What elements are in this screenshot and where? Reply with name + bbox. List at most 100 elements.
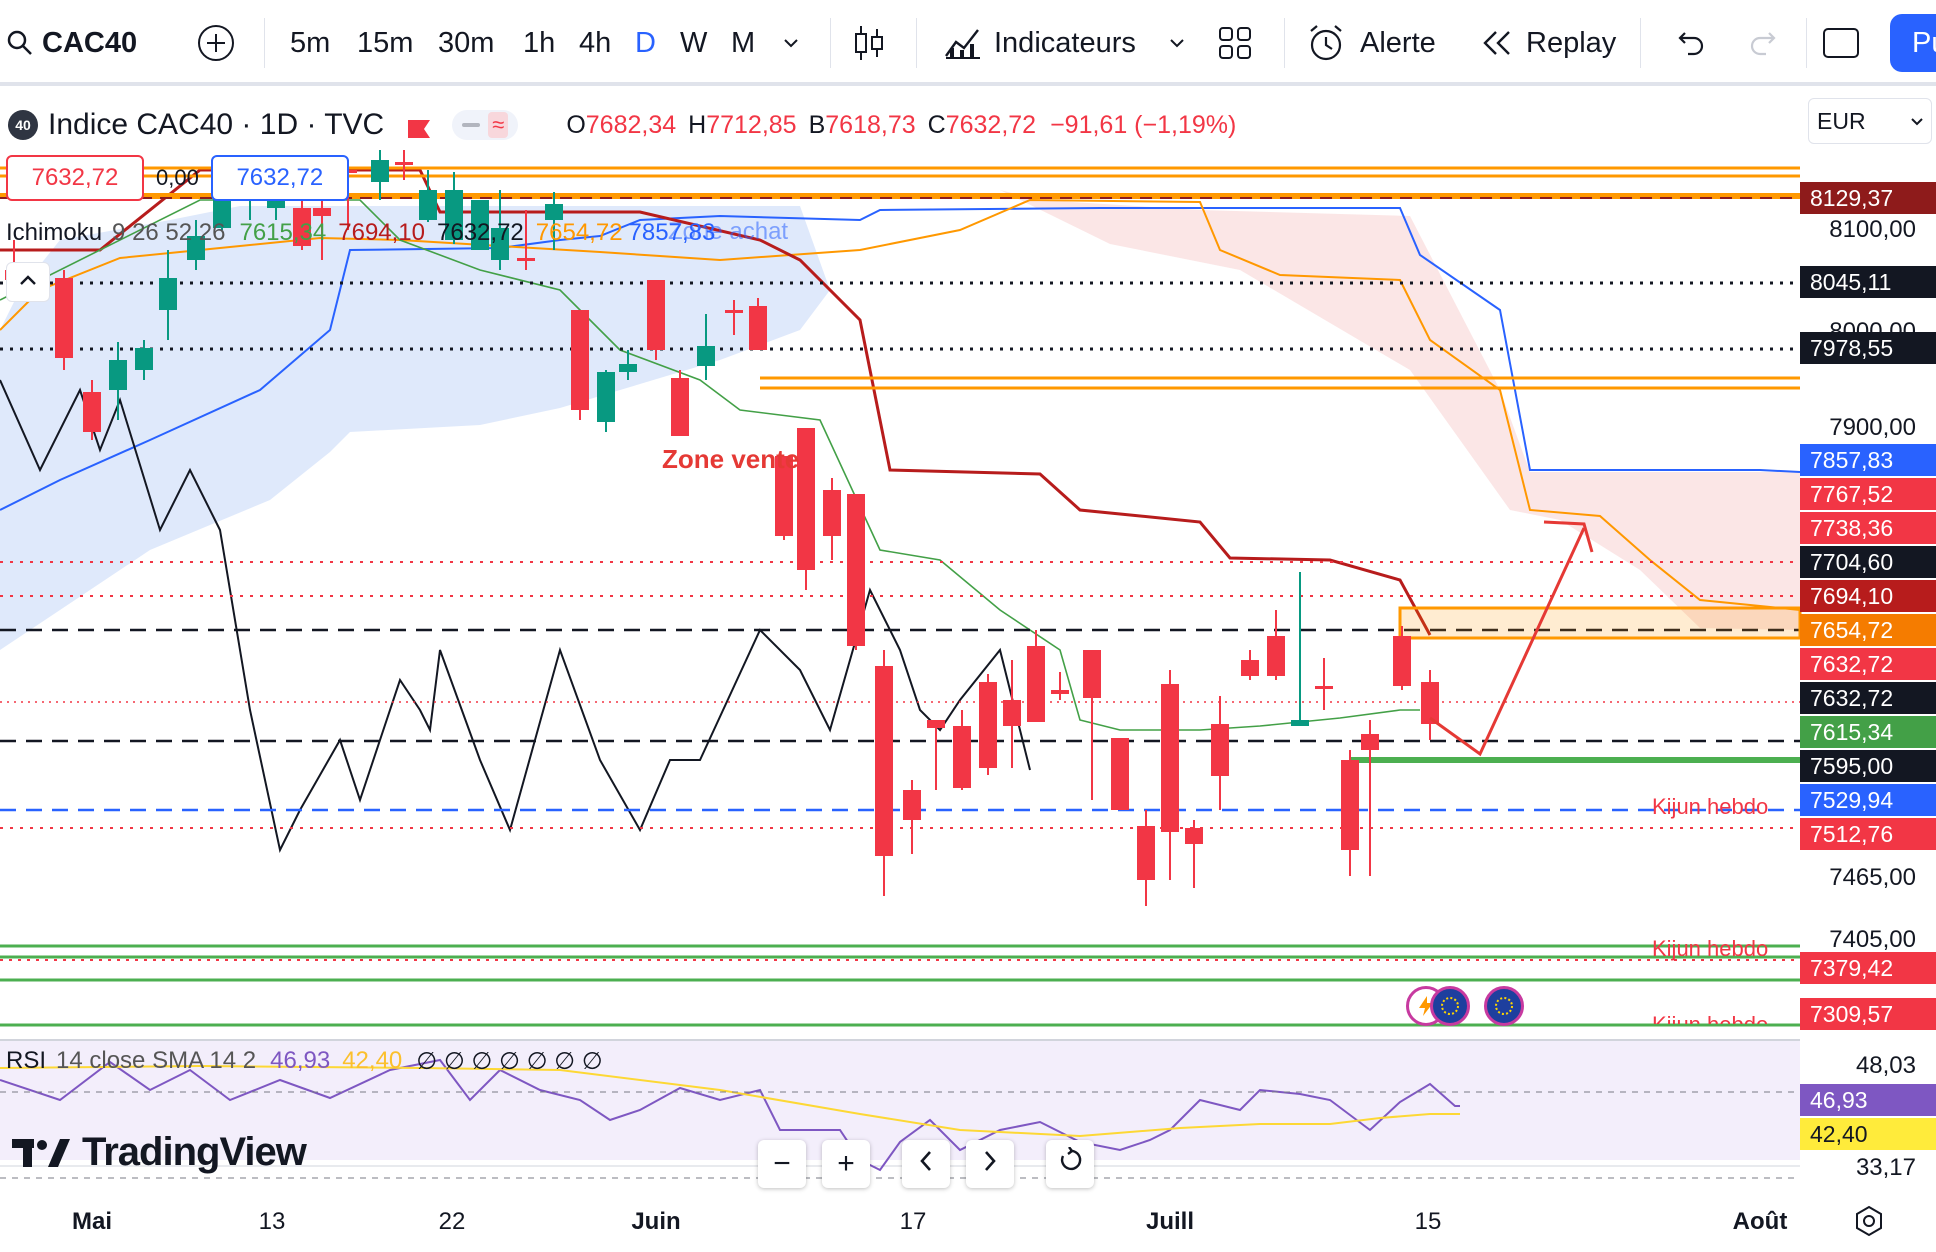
candle-body (823, 490, 841, 536)
ichimoku-tenkan-line (0, 199, 1420, 731)
ichimoku-span-b-line (0, 207, 1801, 511)
candles-icon (852, 23, 886, 63)
plus-icon: + (837, 1147, 855, 1180)
price-tag: 7654,72 (1800, 614, 1936, 646)
settings-icon[interactable] (1852, 1204, 1886, 1243)
replay-button[interactable]: Replay (1480, 0, 1616, 86)
eu-flag-icon[interactable] (1484, 986, 1524, 1026)
candle-body (1051, 690, 1069, 694)
timeframe-1h[interactable]: 1h (523, 26, 556, 59)
candle-body (109, 360, 127, 390)
eu-flag-icon[interactable] (1430, 986, 1470, 1026)
rsi-params: 14 close SMA 14 2 (56, 1047, 257, 1074)
candle-body (395, 162, 413, 165)
fullscreen-button[interactable] (1822, 0, 1860, 86)
candle-body (1241, 660, 1259, 676)
sell-button[interactable]: 7632,72 (6, 155, 144, 201)
timeframe-30m[interactable]: 30m (438, 26, 495, 59)
chart-type-button[interactable] (852, 0, 886, 86)
candle-body (775, 456, 793, 536)
candle-body (597, 372, 615, 422)
candle-body (159, 278, 177, 310)
candle-body (725, 310, 743, 313)
buy-zone-box (1398, 606, 1802, 640)
candle-body (1393, 636, 1411, 686)
flag-icon[interactable] (406, 114, 432, 138)
plus-circle-icon (196, 23, 236, 63)
zoom-out-button[interactable]: − (758, 1140, 806, 1188)
indicator-pill[interactable]: ≈ (452, 110, 519, 140)
symbol-legend: 40 Indice CAC40 · 1D · TVC ≈ O 7682,34 H… (0, 104, 1236, 146)
add-symbol-button[interactable] (196, 0, 236, 86)
candle-body (1267, 636, 1285, 676)
low-value: 7618,73 (825, 110, 916, 139)
candle-body (1137, 826, 1155, 880)
rsi-pane-background (0, 1040, 1800, 1160)
price-tag: 7978,55 (1800, 332, 1936, 364)
scroll-right-button[interactable] (966, 1140, 1014, 1188)
timeframe-15m[interactable]: 15m (357, 26, 414, 59)
chart-area[interactable]: 40 Indice CAC40 · 1D · TVC ≈ O 7682,34 H… (0, 90, 1936, 1252)
timeframe-w[interactable]: W (680, 26, 708, 59)
symbol-title[interactable]: Indice CAC40 · 1D · TVC (48, 108, 385, 141)
candle-body (1341, 760, 1359, 850)
kumo-bearish-cloud (1000, 190, 1800, 630)
candle-body (55, 278, 73, 358)
candle-body (619, 364, 637, 372)
candle-body (135, 348, 153, 370)
candle-body (571, 310, 589, 410)
ichimoku-legend[interactable]: Ichimoku 9 26 52 26 7615,34 7694,10 7632… (0, 216, 715, 250)
high-label: H (688, 110, 707, 139)
timeframe-d[interactable]: D (635, 26, 656, 59)
price-tag: 7309,57 (1800, 998, 1936, 1030)
scroll-left-button[interactable] (902, 1140, 950, 1188)
timeframe-5m[interactable]: 5m (290, 26, 331, 59)
collapse-legend-button[interactable] (6, 262, 50, 302)
reset-chart-button[interactable] (1046, 1140, 1094, 1188)
buy-button[interactable]: 7632,72 (210, 155, 349, 201)
price-tag: 8045,11 (1800, 266, 1936, 298)
price-tag: 7767,52 (1800, 478, 1936, 510)
candle-body (1083, 650, 1101, 698)
price-tag: 7379,42 (1800, 952, 1936, 984)
price-axis-label: 7465,00 (1829, 864, 1916, 891)
layouts-button[interactable] (1218, 0, 1252, 86)
symbol-search[interactable]: CAC40 (6, 0, 137, 86)
open-label: O (566, 110, 586, 139)
close-label: C (927, 110, 946, 139)
timeframe-m[interactable]: M (731, 26, 756, 59)
alert-button[interactable]: Alerte (1306, 0, 1436, 86)
ichimoku-chikou-line (0, 379, 1031, 853)
candle-body (313, 208, 331, 216)
candle-body (419, 190, 437, 220)
chevron-down-icon (780, 32, 802, 54)
rsi-value: 46,93 (270, 1047, 331, 1074)
candle-body (1291, 720, 1309, 726)
candle-body (1361, 734, 1379, 750)
redo-button[interactable] (1748, 0, 1782, 86)
undo-button[interactable] (1672, 0, 1706, 86)
ichimoku-tenkan: 7615,34 (239, 219, 327, 246)
indicators-button[interactable]: Indicateurs (944, 0, 1188, 86)
indicators-icon (944, 26, 982, 60)
timeframe-dropdown[interactable] (780, 0, 802, 86)
price-axis-label: 7405,00 (1829, 926, 1916, 953)
currency-select[interactable]: EUR (1808, 98, 1932, 144)
rsi-legend[interactable]: RSI 14 close SMA 14 2 46,93 42,40 ∅ ∅ ∅ … (0, 1044, 603, 1078)
chart-canvas[interactable] (0, 90, 1936, 1252)
search-icon (6, 29, 34, 57)
candle-body (1003, 700, 1021, 726)
candle-body (875, 666, 893, 856)
ichimoku-chikou: 7632,72 (437, 219, 524, 246)
kijun-hebdo-label-1: Kijun hebdo (1652, 794, 1769, 819)
replay-label: Replay (1526, 26, 1617, 59)
indicators-label: Indicateurs (994, 26, 1136, 59)
zoom-in-button[interactable]: + (822, 1140, 870, 1188)
rsi-tag: 46,93 (1800, 1084, 1936, 1116)
rsi-sma-line (0, 1064, 1460, 1138)
redo-icon (1748, 30, 1782, 56)
price-tag: 7694,10 (1800, 580, 1936, 612)
timeframe-4h[interactable]: 4h (579, 26, 612, 59)
publish-button[interactable]: Pu (1890, 14, 1936, 72)
price-tag: 7595,00 (1800, 750, 1936, 782)
